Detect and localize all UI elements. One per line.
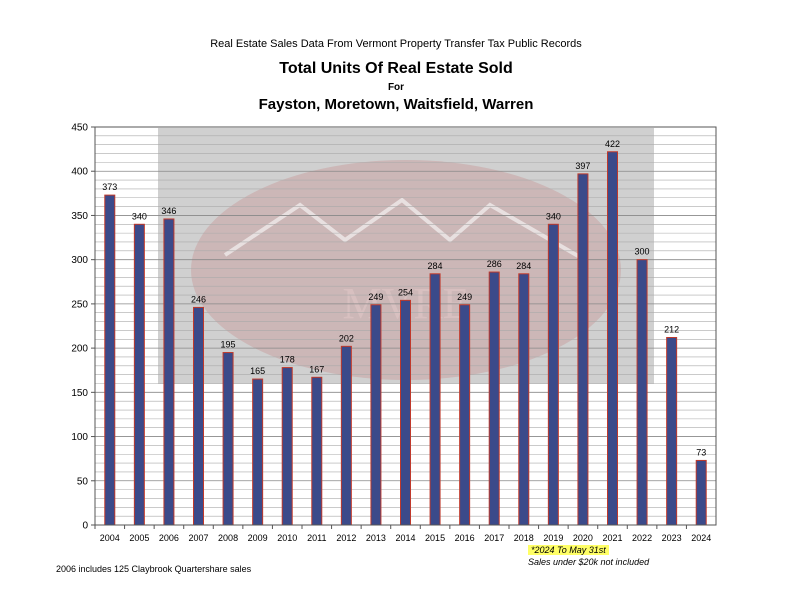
y-tick-label: 50 — [77, 476, 89, 487]
x-tick-label-2024: 2024 — [691, 533, 711, 543]
y-tick-label: 150 — [71, 388, 88, 399]
bar-2019 — [547, 223, 559, 526]
data-label-2021: 422 — [605, 139, 620, 149]
bar-2021 — [607, 151, 618, 526]
x-tick-label-2016: 2016 — [455, 533, 475, 543]
x-tick-label-2015: 2015 — [425, 533, 445, 543]
y-tick-label: 400 — [71, 167, 88, 178]
data-label-2004: 373 — [102, 182, 117, 192]
data-label-2009: 165 — [250, 366, 265, 376]
x-tick-label-2009: 2009 — [248, 533, 268, 543]
bar-2009 — [252, 378, 264, 526]
data-label-2014: 254 — [398, 287, 413, 297]
x-tick-label-2017: 2017 — [484, 533, 504, 543]
chart-subtitle: Fayston, Moretown, Waitsfield, Warren — [258, 96, 534, 113]
y-tick-label: 300 — [71, 255, 88, 266]
x-tick-label-2012: 2012 — [336, 533, 356, 543]
data-label-2020: 397 — [575, 161, 590, 171]
data-label-2017: 286 — [487, 259, 502, 269]
bar-2012 — [340, 345, 352, 526]
bar-2020 — [577, 173, 589, 526]
y-tick-label: 100 — [71, 432, 88, 443]
data-label-2012: 202 — [339, 333, 354, 343]
bar-2007 — [193, 306, 204, 526]
x-tick-label-2006: 2006 — [159, 533, 179, 543]
y-tick-label: 250 — [71, 299, 88, 310]
x-tick-label-2022: 2022 — [632, 533, 652, 543]
bar-2011 — [311, 376, 323, 526]
x-tick-label-2021: 2021 — [602, 533, 622, 543]
bar-2022 — [636, 259, 648, 526]
bar-2008 — [222, 352, 234, 526]
x-tick-label-2018: 2018 — [514, 533, 534, 543]
chart-supertitle: Real Estate Sales Data From Vermont Prop… — [210, 38, 582, 50]
y-tick-label: 350 — [71, 211, 88, 222]
watermark-ellipse — [191, 160, 621, 380]
bar-2018 — [518, 273, 530, 526]
data-label-2023: 212 — [664, 324, 679, 334]
bar-2017 — [488, 271, 500, 526]
bar-2006 — [163, 218, 175, 526]
data-label-2008: 195 — [221, 340, 236, 350]
bar-2023 — [666, 336, 678, 526]
x-tick-label-2020: 2020 — [573, 533, 593, 543]
y-tick-label: 0 — [82, 521, 88, 532]
data-label-2006: 346 — [161, 206, 176, 216]
data-label-2010: 178 — [280, 355, 295, 365]
bar-2024 — [695, 459, 707, 526]
x-tick-label-2010: 2010 — [277, 533, 297, 543]
data-label-2019: 340 — [546, 211, 561, 221]
data-label-2022: 300 — [635, 247, 650, 257]
data-label-2018: 284 — [516, 261, 531, 271]
data-label-2024: 73 — [696, 447, 706, 457]
x-tick-label-2013: 2013 — [366, 533, 386, 543]
bar-2010 — [281, 367, 293, 526]
data-label-2007: 246 — [191, 294, 206, 304]
x-tick-label-2005: 2005 — [129, 533, 149, 543]
data-label-2011: 167 — [309, 364, 324, 374]
x-tick-label-2007: 2007 — [188, 533, 208, 543]
bar-2013 — [370, 304, 382, 526]
bar-2016 — [459, 304, 471, 526]
claybrook-footnote: 2006 includes 125 Claybrook Quartershare… — [56, 564, 252, 574]
plot-frame — [94, 126, 717, 526]
x-tick-label-2008: 2008 — [218, 533, 238, 543]
bar-2004 — [104, 194, 116, 526]
x-tick-label-2019: 2019 — [543, 533, 563, 543]
x-tick-label-2014: 2014 — [395, 533, 415, 543]
data-label-2015: 284 — [428, 261, 443, 271]
bar-2015 — [429, 273, 441, 526]
y-tick-label: 200 — [71, 344, 88, 355]
chart-title: Total Units Of Real Estate Sold — [279, 60, 513, 77]
chart-for-label: For — [387, 82, 405, 93]
watermark-mountains — [223, 197, 587, 262]
data-label-2013: 249 — [368, 292, 383, 302]
data-label-2005: 340 — [132, 211, 147, 221]
y-tick-label: 450 — [71, 123, 88, 134]
exclusion-note: Sales under $20k not included — [528, 557, 650, 567]
x-tick-label-2011: 2011 — [307, 533, 326, 543]
data-label-2016: 249 — [457, 292, 472, 302]
x-tick-label-2023: 2023 — [662, 533, 682, 543]
x-tick-label-2004: 2004 — [100, 533, 120, 543]
bar-2014 — [400, 299, 411, 526]
bar-2005 — [133, 223, 145, 526]
ytd-note: *2024 To May 31st — [528, 545, 609, 555]
